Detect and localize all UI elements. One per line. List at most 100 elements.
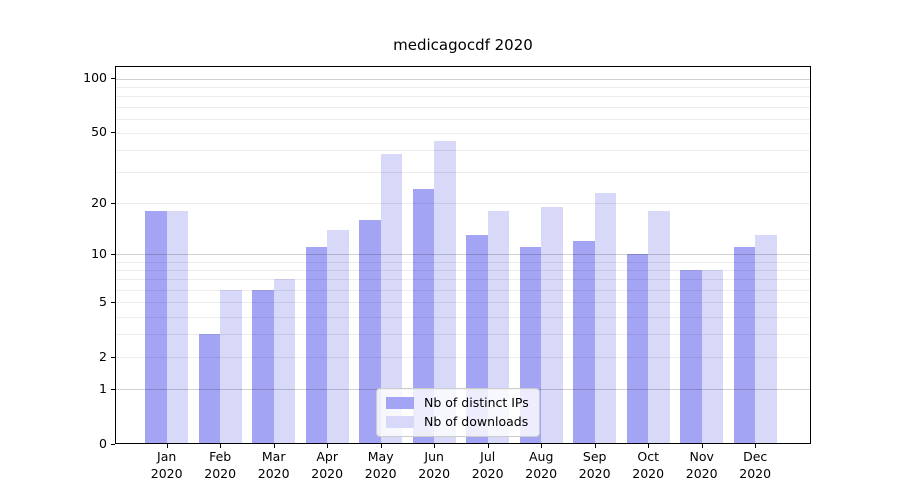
bar-downloads-may bbox=[380, 154, 403, 444]
chart-title: medicagocdf 2020 bbox=[393, 36, 533, 54]
y-tick-mark bbox=[111, 132, 115, 134]
y-gridline-minor bbox=[115, 302, 811, 304]
bar-distinct-ips-nov bbox=[680, 270, 702, 444]
y-gridline-minor bbox=[115, 316, 811, 318]
x-tick-text: Dec bbox=[743, 449, 768, 464]
bar-distinct-ips-oct bbox=[626, 254, 649, 444]
plot-area: Nb of distinct IPs Nb of downloads bbox=[115, 66, 811, 444]
x-tick-text: Jun bbox=[424, 449, 444, 464]
y-tick-mark bbox=[111, 253, 115, 255]
x-tick-label-jun: Jun 2020 bbox=[404, 449, 464, 482]
bar-downloads-sep bbox=[594, 192, 617, 444]
x-tick-text: 2020 bbox=[204, 465, 237, 481]
x-tick-label-oct: Oct 2020 bbox=[618, 449, 678, 482]
x-tick-mark bbox=[434, 444, 436, 448]
y-gridline-minor bbox=[115, 87, 811, 89]
y-tick-label: 1 bbox=[99, 380, 107, 396]
y-gridline-minor bbox=[115, 172, 811, 174]
y-tick-label: 10 bbox=[91, 245, 107, 261]
bar-downloads-aug bbox=[541, 206, 563, 444]
x-tick-text: 2020 bbox=[364, 465, 397, 481]
x-tick-text: 2020 bbox=[311, 465, 344, 481]
x-tick-label-jul: Jul 2020 bbox=[458, 449, 518, 482]
x-tick-label-nov: Nov 2020 bbox=[672, 449, 732, 482]
bar-distinct-ips-jan bbox=[145, 211, 167, 444]
x-tick-mark bbox=[273, 444, 275, 448]
x-tick-text: Nov bbox=[689, 449, 714, 464]
x-tick-mark bbox=[220, 444, 222, 448]
x-tick-text: Mar bbox=[261, 449, 286, 464]
x-tick-text: 2020 bbox=[257, 465, 290, 481]
bar-downloads-jun bbox=[434, 141, 456, 444]
x-tick-mark bbox=[594, 444, 596, 448]
x-tick-text: Apr bbox=[316, 449, 338, 464]
y-tick-mark bbox=[111, 443, 115, 445]
bar-downloads-jan bbox=[166, 211, 189, 444]
y-gridline-minor bbox=[115, 279, 811, 281]
x-tick-label-jan: Jan 2020 bbox=[137, 449, 197, 482]
y-gridline-major bbox=[115, 78, 811, 80]
y-tick-mark bbox=[111, 301, 115, 303]
y-tick-label: 50 bbox=[91, 124, 107, 140]
legend-swatch-downloads bbox=[386, 416, 414, 428]
y-tick-mark bbox=[111, 202, 115, 204]
bar-distinct-ips-may bbox=[359, 219, 381, 444]
x-tick-text: 2020 bbox=[578, 465, 611, 481]
x-tick-text: May bbox=[367, 449, 394, 464]
y-gridline-minor bbox=[115, 290, 811, 292]
y-gridline-minor bbox=[115, 270, 811, 272]
x-tick-text: 2020 bbox=[739, 465, 772, 481]
legend-swatch-distinct-ips bbox=[386, 397, 414, 409]
bar-downloads-jul bbox=[487, 211, 510, 444]
x-tick-text: Feb bbox=[209, 449, 232, 464]
bar-downloads-nov bbox=[701, 270, 724, 444]
bar-distinct-ips-apr bbox=[305, 247, 328, 444]
x-tick-text: 2020 bbox=[150, 465, 183, 481]
y-gridline-minor bbox=[115, 150, 811, 152]
y-gridline-minor bbox=[115, 357, 811, 359]
y-gridline-minor bbox=[115, 261, 811, 263]
legend-label-downloads: Nb of downloads bbox=[424, 414, 529, 429]
y-gridline-minor bbox=[115, 106, 811, 108]
y-gridline-minor bbox=[115, 132, 811, 134]
bar-downloads-dec bbox=[755, 235, 777, 444]
legend-entry-downloads: Nb of downloads bbox=[386, 415, 529, 429]
y-tick-mark bbox=[111, 356, 115, 358]
x-tick-label-may: May 2020 bbox=[351, 449, 411, 482]
x-tick-label-sep: Sep 2020 bbox=[565, 449, 625, 482]
x-tick-mark bbox=[166, 444, 168, 448]
y-gridline-minor bbox=[115, 334, 811, 336]
y-tick-label: 100 bbox=[83, 70, 107, 86]
x-tick-mark bbox=[648, 444, 650, 448]
x-tick-text: Jan bbox=[157, 449, 177, 464]
x-tick-text: 2020 bbox=[471, 465, 504, 481]
bar-distinct-ips-feb bbox=[198, 334, 221, 444]
bar-distinct-ips-jun bbox=[412, 189, 435, 444]
x-tick-mark bbox=[755, 444, 757, 448]
x-tick-label-aug: Aug 2020 bbox=[511, 449, 571, 482]
x-tick-text: 2020 bbox=[525, 465, 558, 481]
bar-distinct-ips-mar bbox=[252, 290, 274, 444]
y-tick-label: 0 bbox=[99, 435, 107, 451]
y-gridline-minor bbox=[115, 118, 811, 120]
x-tick-mark bbox=[327, 444, 329, 448]
y-tick-label: 20 bbox=[91, 194, 107, 210]
x-tick-mark bbox=[701, 444, 703, 448]
x-tick-label-dec: Dec 2020 bbox=[725, 449, 785, 482]
bar-downloads-oct bbox=[648, 211, 670, 444]
bar-distinct-ips-dec bbox=[733, 247, 756, 444]
bar-distinct-ips-sep bbox=[573, 241, 595, 444]
x-tick-text: 2020 bbox=[632, 465, 665, 481]
x-tick-text: 2020 bbox=[685, 465, 718, 481]
legend-label-distinct-ips: Nb of distinct IPs bbox=[424, 395, 529, 410]
x-tick-text: Jul bbox=[480, 449, 496, 464]
legend-entry-distinct-ips: Nb of distinct IPs bbox=[386, 396, 529, 410]
y-tick-label: 5 bbox=[99, 293, 107, 309]
x-tick-text: 2020 bbox=[418, 465, 451, 481]
x-tick-mark bbox=[380, 444, 382, 448]
x-tick-text: Oct bbox=[637, 449, 659, 464]
y-gridline-major bbox=[115, 254, 811, 256]
legend: Nb of distinct IPs Nb of downloads bbox=[376, 388, 540, 437]
x-tick-label-mar: Mar 2020 bbox=[244, 449, 304, 482]
